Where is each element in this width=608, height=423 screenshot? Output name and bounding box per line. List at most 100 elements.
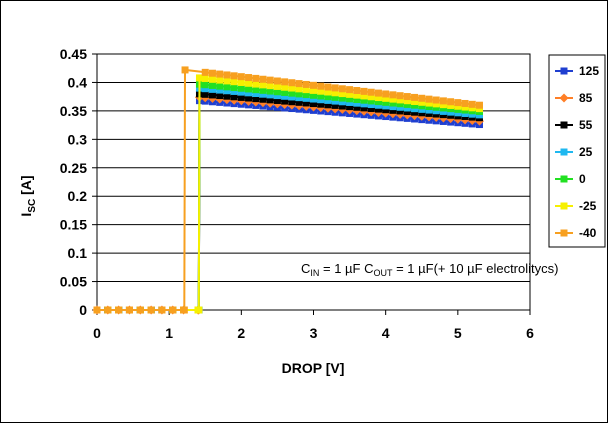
x-tick-label: 1	[165, 325, 173, 341]
data-point	[447, 98, 454, 105]
data-point	[158, 307, 165, 314]
y-axis-title-sub: SC	[27, 199, 38, 213]
data-point	[353, 87, 360, 94]
data-point	[223, 77, 230, 84]
data-point	[476, 102, 483, 109]
data-point	[317, 83, 324, 90]
data-point	[561, 230, 568, 237]
y-tick-label: 0.15	[60, 217, 87, 233]
data-point	[202, 75, 209, 82]
data-point	[281, 78, 288, 85]
data-point	[267, 77, 274, 84]
legend-label: 85	[579, 91, 593, 105]
data-point	[296, 80, 303, 87]
series-55	[94, 90, 483, 313]
data-point	[274, 77, 281, 84]
data-point	[375, 90, 382, 97]
annotation-cout-sub: OUT	[373, 268, 393, 278]
series-125	[94, 97, 483, 313]
data-point	[425, 96, 432, 103]
data-point	[332, 84, 339, 91]
data-point	[126, 307, 133, 314]
data-point	[469, 101, 476, 108]
data-point	[310, 82, 317, 89]
data-point	[223, 71, 230, 78]
data-point	[209, 76, 216, 83]
legend-label: 25	[579, 145, 593, 159]
data-point	[181, 307, 188, 314]
data-point	[346, 86, 353, 93]
annotation-cin-label: C	[301, 261, 310, 276]
data-point	[137, 307, 144, 314]
y-tick-label: 0.2	[68, 188, 88, 204]
annotation-text: CIN = 1 µF COUT = 1 µF(+ 10 µF electroli…	[301, 261, 558, 278]
annotation: CIN = 1 µF COUT = 1 µF(+ 10 µF electroli…	[295, 257, 558, 279]
data-point	[303, 81, 310, 88]
data-point	[389, 91, 396, 98]
y-axis-title-unit: [A]	[18, 175, 34, 198]
data-point	[288, 79, 295, 86]
data-point	[561, 176, 568, 183]
legend-label: 55	[579, 118, 593, 132]
legend-label: -40	[579, 226, 597, 240]
data-point	[361, 88, 368, 95]
legend: 125 85 55 25 0 -25 -40	[549, 55, 605, 247]
data-point	[195, 307, 202, 314]
y-tick-label: 0.3	[68, 131, 88, 147]
y-tick-label: 0.05	[60, 274, 87, 290]
annotation-cin-value: = 1 µF C	[319, 261, 373, 276]
x-tick-label: 4	[382, 325, 390, 341]
data-point	[202, 81, 209, 88]
data-point	[115, 307, 122, 314]
data-point	[404, 93, 411, 100]
data-point	[216, 83, 223, 90]
data-point	[433, 97, 440, 104]
annotation-cout-value: = 1 µF(+ 10 µF electrolitycs)	[392, 261, 558, 276]
data-point	[209, 82, 216, 89]
data-point	[397, 92, 404, 99]
y-axis-title: ISC [A]	[18, 175, 38, 216]
data-point	[216, 71, 223, 78]
data-point	[440, 97, 447, 104]
data-point	[561, 122, 568, 129]
data-point	[462, 100, 469, 107]
data-point	[245, 74, 252, 81]
data-point	[182, 66, 189, 73]
y-tick-label: 0	[79, 302, 87, 318]
y-tick-label: 0.1	[68, 245, 88, 261]
data-point	[94, 307, 101, 314]
data-point	[216, 77, 223, 84]
x-tick-label: 3	[310, 325, 318, 341]
legend-label: 125	[579, 64, 599, 78]
x-tick-label: 0	[93, 325, 101, 341]
data-point	[259, 76, 266, 83]
data-point	[231, 72, 238, 79]
data-point	[418, 95, 425, 102]
data-point	[561, 203, 568, 210]
data-point	[411, 94, 418, 101]
x-tick-label: 6	[526, 325, 534, 341]
data-point	[148, 307, 155, 314]
x-axis-title: DROP [V]	[282, 360, 345, 376]
data-point	[104, 307, 111, 314]
data-point	[324, 84, 331, 91]
y-tick-label: 0.45	[60, 46, 87, 62]
x-tick-label: 2	[237, 325, 245, 341]
data-point	[339, 85, 346, 92]
data-point	[209, 70, 216, 77]
svg-text:ISC [A]: ISC [A]	[18, 175, 38, 216]
data-point	[169, 307, 176, 314]
data-point	[368, 89, 375, 96]
y-tick-label: 0.35	[60, 103, 87, 119]
legend-label: 0	[579, 172, 586, 186]
data-point	[454, 99, 461, 106]
x-tick-label: 5	[454, 325, 462, 341]
data-point	[561, 68, 568, 75]
data-point	[252, 75, 259, 82]
legend-label: -25	[579, 199, 597, 213]
data-point	[202, 69, 209, 76]
annotation-cin-sub: IN	[310, 268, 319, 278]
data-point	[238, 73, 245, 80]
